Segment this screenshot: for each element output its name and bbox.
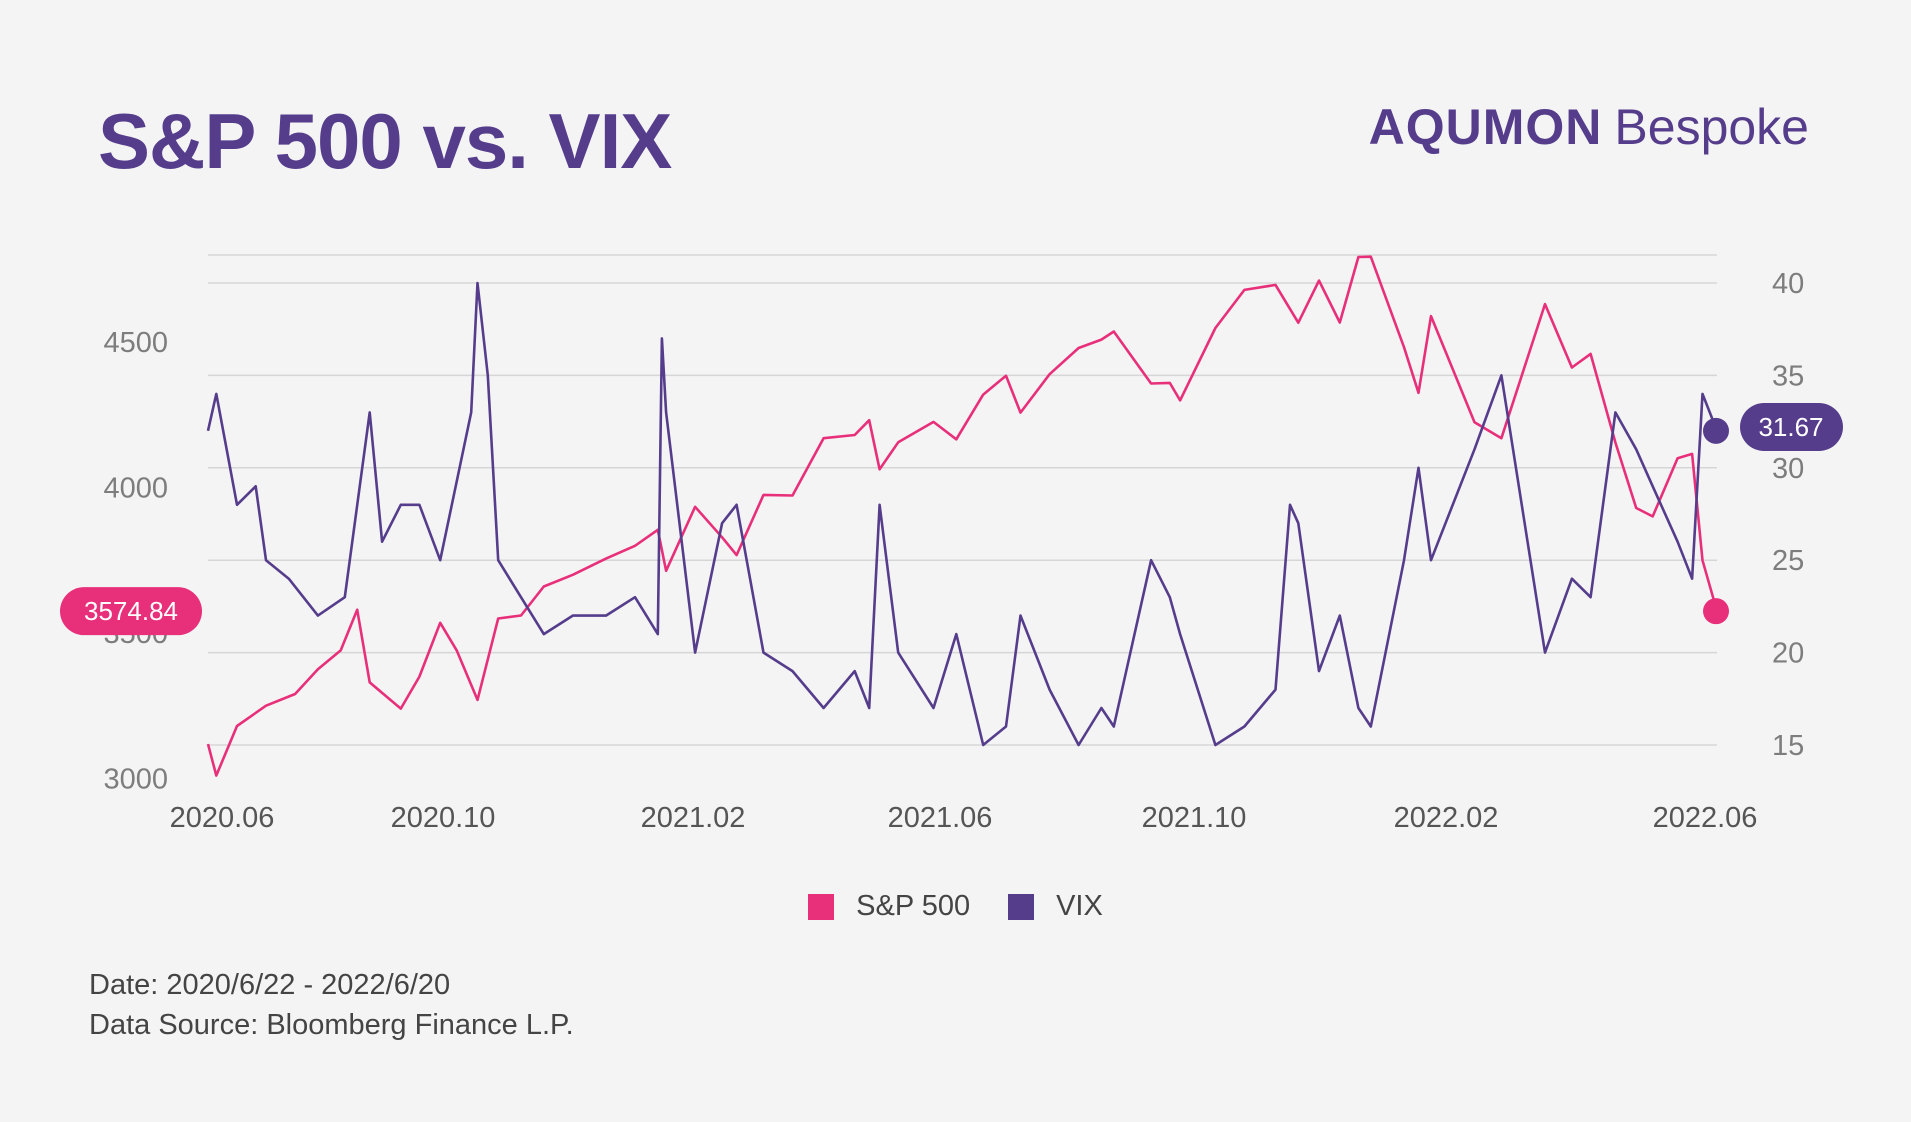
y-left-tick-label: 3000 [103,763,168,795]
y-right-tick-label: 15 [1772,730,1804,762]
x-tick-label: 2021.02 [641,802,746,834]
y-right-tick-label: 40 [1772,268,1804,300]
x-tick-label: 2022.02 [1394,802,1499,834]
x-tick-label: 2022.06 [1653,802,1758,834]
series-line-vix [206,281,1719,747]
x-axis: 2020.06 2020.10 2021.02 2021.06 2021.10 2022.… [170,802,1758,834]
y-left-tick-label: 4000 [103,473,168,505]
legend-label-sp500: S&P 500 [856,890,971,922]
x-tick-label: 2021.06 [888,802,993,834]
y-left-tick-label: 4500 [103,327,168,359]
gridlines [208,254,1717,746]
y-right-axis: 15 20 25 30 35 40 [1772,268,1804,762]
legend-label-vix: VIX [1056,890,1103,922]
series-lines [206,255,1719,777]
y-left-axis: 3000350040004500 [103,327,168,795]
legend-item-sp500: S&P 500 [808,890,970,923]
data-source: Data Source: Bloomberg Finance L.P. [89,1009,574,1041]
sp500-value-label: 3574.84 [84,596,178,626]
legend-item-vix: VIX [1008,890,1103,923]
x-tick-label: 2020.06 [170,802,275,834]
brand-subname: Bespoke [1614,99,1809,155]
brand-logo: AQUMON Bespoke [1369,98,1809,156]
legend: S&P 500 VIX [0,890,1911,923]
chart-title: S&P 500 vs. VIX [98,97,672,185]
legend-swatch-sp500 [808,893,835,920]
x-tick-label: 2020.10 [391,802,496,834]
sp500-value-badge [60,587,202,636]
vix-value-label: 31.67 [1758,412,1823,442]
y-right-tick-label: 30 [1772,453,1804,485]
y-right-tick-label: 20 [1772,638,1804,670]
y-right-tick-label: 25 [1772,545,1804,577]
end-labels: 3574.84 31.67 [60,403,1843,636]
vix-value-badge [1740,403,1843,451]
end-point-sp500 [1703,598,1729,625]
brand-name: AQUMON [1368,99,1603,155]
footer: Date: 2020/6/22 - 2022/6/20 Data Source:… [89,965,574,1045]
x-tick-label: 2021.10 [1142,802,1247,834]
series-line-sp500 [206,255,1719,777]
legend-swatch-vix [1008,893,1035,920]
date-range: Date: 2020/6/22 - 2022/6/20 [89,969,451,1001]
end-point-vix [1703,417,1729,444]
y-right-tick-label: 35 [1772,360,1804,392]
